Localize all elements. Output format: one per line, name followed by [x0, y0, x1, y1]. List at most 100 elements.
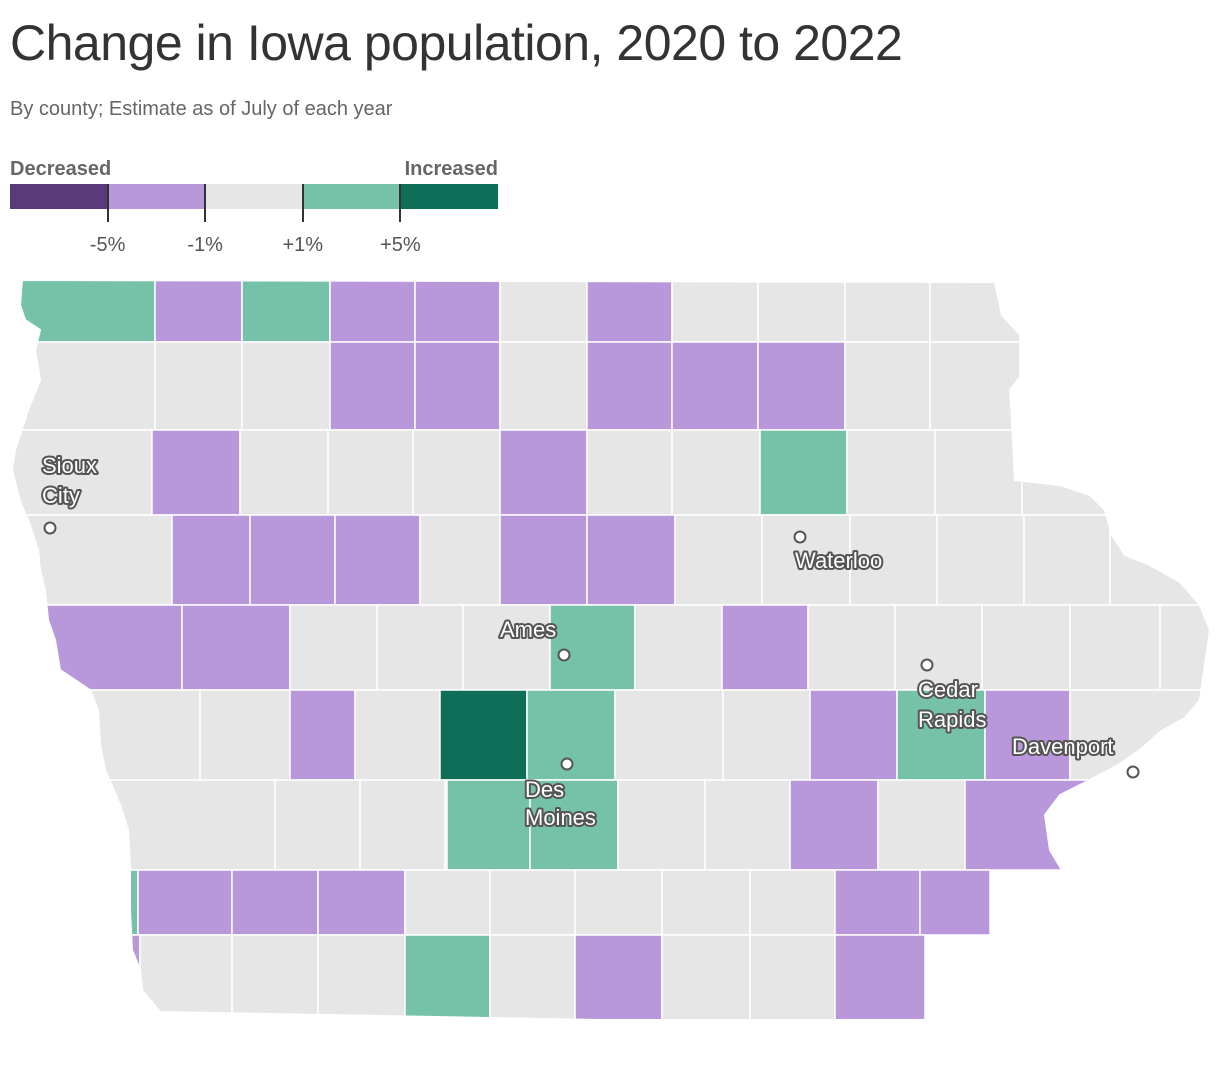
legend-tick-mark: [106, 184, 109, 222]
county-shape: [761, 514, 851, 606]
county-shape: [844, 280, 931, 343]
legend-bin-3: [302, 184, 401, 209]
county-shape: [586, 429, 673, 516]
county-shape: [586, 280, 673, 343]
county-shape: [12, 934, 141, 1031]
county-shape: [12, 280, 156, 343]
county-shape: [757, 341, 846, 431]
county-shape: [414, 341, 501, 431]
county-shape: [704, 779, 791, 871]
legend-bin-1: [107, 184, 206, 209]
county-shape: [934, 429, 1023, 516]
color-legend: Decreased Increased -5% -1% +1% +5%: [10, 158, 498, 258]
county-shape: [877, 779, 966, 871]
county-shape: [376, 604, 464, 691]
iowa-county-map: Sioux City Waterloo Ames Cedar Rapids Davenpor…: [10, 278, 1212, 1067]
county-shape: [807, 604, 896, 691]
legend-tick-label: -1%: [187, 234, 223, 256]
county-shape: [549, 604, 636, 691]
county-shape: [919, 869, 991, 936]
county-shape: [12, 779, 276, 871]
county-shape: [12, 514, 173, 606]
county-shape: [414, 280, 501, 343]
county-shape: [849, 514, 938, 606]
county-shape: [964, 779, 1210, 871]
county-shape: [181, 604, 291, 691]
county-shape: [489, 869, 576, 936]
county-shape: [981, 604, 1071, 691]
county-shape: [171, 514, 251, 606]
county-shape: [499, 280, 588, 343]
city-marker: Des Moines: [523, 757, 598, 832]
county-shape: [614, 689, 724, 781]
county-shape: [12, 341, 156, 431]
county-shape: [241, 280, 331, 343]
county-shape: [984, 689, 1071, 781]
city-label: Sioux City: [42, 453, 97, 508]
county-shape: [617, 779, 706, 871]
county-shape: [499, 514, 588, 606]
county-shape: [404, 869, 491, 936]
city-marker: Davenport: [1010, 732, 1140, 779]
county-shape: [231, 934, 319, 1031]
city-marker: Waterloo: [793, 530, 884, 575]
county-shape: [671, 341, 759, 431]
state-outline: [10, 278, 1212, 1067]
county-shape: [462, 604, 551, 691]
legend-tick-label: +5%: [380, 234, 421, 256]
county-shape: [334, 514, 421, 606]
county-shape: [896, 689, 986, 781]
county-shape: [137, 869, 233, 936]
city-dot-icon: [43, 521, 57, 535]
county-shape: [936, 514, 1025, 606]
city-dot-icon: [920, 658, 934, 672]
county-shape: [289, 604, 378, 691]
county-shape: [329, 280, 416, 343]
county-shape: [809, 689, 898, 781]
county-shape: [929, 280, 1021, 343]
county-shape: [289, 689, 356, 781]
legend-tick-label: +1%: [282, 234, 324, 256]
county-shape: [274, 779, 361, 871]
city-label: Davenport: [1012, 734, 1114, 759]
county-shape: [674, 514, 763, 606]
legend-tick-label: -5%: [89, 234, 126, 256]
city-label: Cedar Rapids: [918, 677, 986, 732]
county-shape: [199, 689, 291, 781]
county-shape: [789, 779, 879, 871]
county-shape: [154, 280, 243, 343]
city-label: Ames: [500, 617, 556, 642]
county-shape: [412, 429, 501, 516]
county-shape: [354, 689, 441, 781]
legend-tick-mark: [399, 184, 402, 222]
legend-bin-2: [205, 184, 303, 209]
county-shape: [844, 341, 931, 431]
city-marker: Ames: [498, 615, 571, 662]
county-shape: [586, 514, 676, 606]
county-shape: [749, 869, 836, 936]
county-shape: [446, 779, 531, 871]
cities-layer: Sioux City Waterloo Ames Cedar Rapids Davenpor…: [40, 451, 1140, 832]
county-shape: [757, 280, 846, 343]
city-label: Des Moines: [525, 777, 596, 830]
county-shape: [489, 934, 576, 1031]
county-shape: [499, 341, 588, 431]
city-dot-icon: [560, 757, 574, 771]
county-shape: [499, 429, 588, 516]
county-shape: [846, 429, 936, 516]
county-shape: [671, 429, 761, 516]
city-dot-icon: [557, 648, 571, 662]
county-shape: [439, 689, 528, 781]
county-shape: [671, 280, 759, 343]
county-shape: [759, 429, 848, 516]
city-marker: Sioux City: [40, 451, 99, 535]
legend-increased-label: Increased: [404, 158, 498, 180]
county-shape: [154, 341, 243, 431]
county-shape: [419, 514, 501, 606]
county-shape: [749, 934, 836, 1031]
county-shape: [327, 429, 414, 516]
city-label: Waterloo: [795, 548, 882, 573]
county-shape: [317, 869, 406, 936]
county-shape: [1159, 604, 1210, 691]
county-shape: [12, 604, 183, 691]
